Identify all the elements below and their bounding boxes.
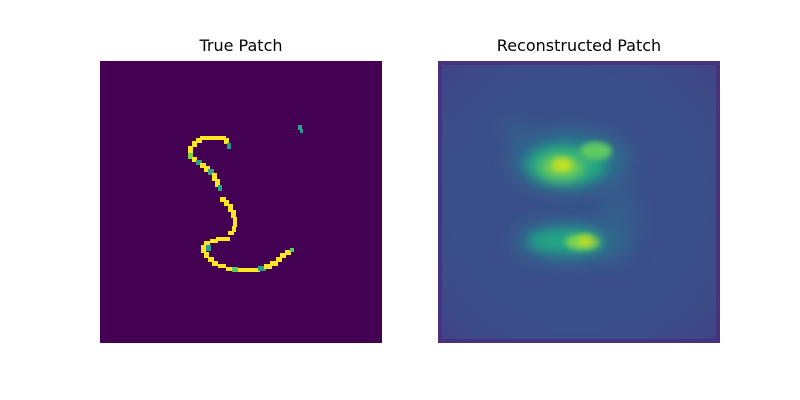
blob-upper <box>512 131 628 191</box>
true-patch-image <box>100 61 382 343</box>
blob-faint-left <box>502 121 530 141</box>
true-patch-title: True Patch <box>199 36 283 55</box>
handwritten-stroke <box>188 125 303 272</box>
reconstructed-patch-title: Reconstructed Patch <box>496 36 662 55</box>
reconstructed-patch-image <box>438 61 720 343</box>
blob-lower <box>516 221 624 261</box>
blob-mid-right <box>598 181 638 261</box>
